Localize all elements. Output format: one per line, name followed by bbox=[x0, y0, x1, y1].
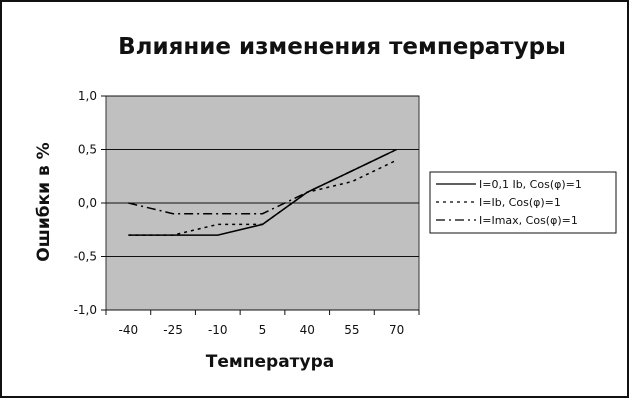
y-axis-ticks: 1,0 0,5 0,0 -0,5 -1,0 bbox=[74, 89, 106, 317]
legend-label: I=Ib, Cos(φ)=1 bbox=[479, 196, 561, 209]
legend-label: I=0,1 Ib, Cos(φ)=1 bbox=[479, 178, 582, 191]
legend: I=0,1 Ib, Cos(φ)=1 I=Ib, Cos(φ)=1 I=Imax, … bbox=[436, 178, 582, 227]
x-tick-label: -10 bbox=[208, 323, 228, 337]
x-tick-label: 70 bbox=[389, 323, 404, 337]
series-line-2 bbox=[128, 159, 397, 236]
x-axis-ticks: -40 -25 -10 5 40 55 70 bbox=[105, 310, 420, 337]
y-tick-label: 0,0 bbox=[78, 196, 97, 210]
series-line-3 bbox=[128, 148, 397, 215]
y-tick-label: -1,0 bbox=[74, 303, 97, 317]
gridlines bbox=[106, 95, 419, 311]
legend-label: I=Imax, Cos(φ)=1 bbox=[479, 214, 578, 227]
x-axis-label: Температура bbox=[206, 352, 335, 372]
chart-title: Влияние изменения температуры bbox=[118, 34, 566, 60]
y-tick-label: 1,0 bbox=[78, 89, 97, 103]
y-axis-label: Ошибки в % bbox=[34, 142, 54, 261]
legend-box bbox=[429, 171, 617, 234]
x-tick-label: 5 bbox=[259, 323, 267, 337]
y-tick-label: 0,5 bbox=[78, 143, 97, 157]
x-tick-label: -40 bbox=[119, 323, 139, 337]
series-lines bbox=[128, 148, 397, 236]
y-tick-label: -0,5 bbox=[74, 250, 97, 264]
x-tick-label: 40 bbox=[300, 323, 315, 337]
x-tick-label: 55 bbox=[344, 323, 359, 337]
x-tick-label: -25 bbox=[163, 323, 183, 337]
